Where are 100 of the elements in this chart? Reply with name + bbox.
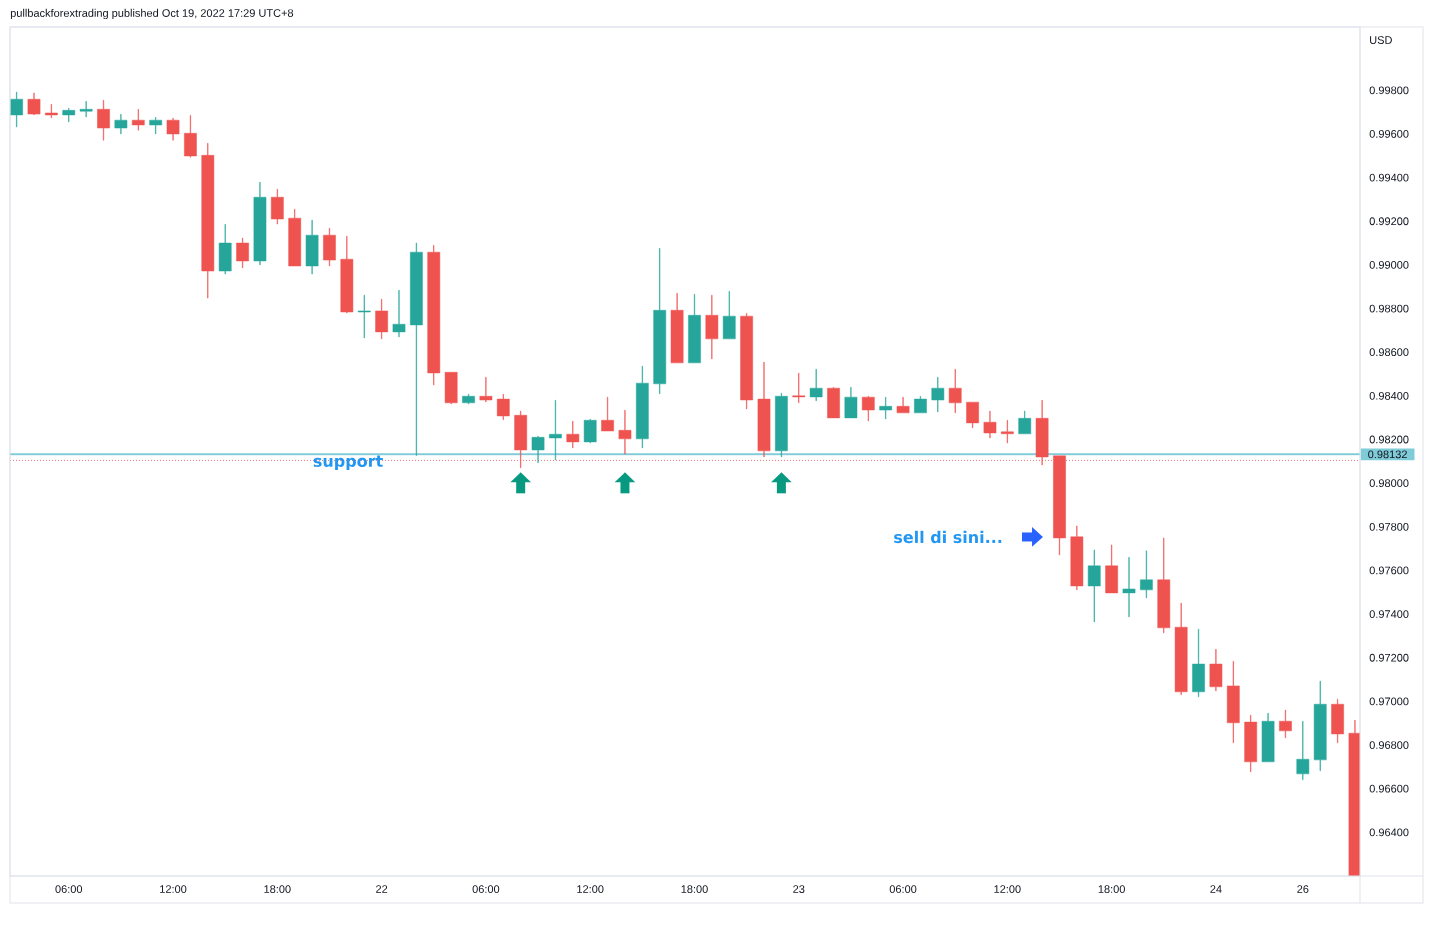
candlestick	[410, 242, 423, 456]
candlestick	[896, 396, 910, 414]
candlestick	[166, 117, 180, 141]
y-tick-label: 0.97400	[1369, 610, 1409, 618]
y-tick-label: 0.98400	[1369, 391, 1409, 400]
candlestick	[149, 117, 162, 135]
x-tick-label: 06:00	[55, 885, 83, 893]
y-tick-label: 0.98800	[1369, 304, 1409, 313]
candlestick	[1140, 550, 1153, 599]
x-tick-label: 18:00	[681, 885, 708, 893]
candlestick	[184, 115, 197, 158]
candlestick	[114, 114, 128, 135]
candlestick	[444, 372, 458, 405]
candlestick	[479, 377, 493, 403]
candlestick	[79, 100, 93, 118]
y-tick-label: 0.99600	[1369, 130, 1409, 138]
candlestick	[1296, 721, 1310, 780]
candlestick	[566, 420, 580, 449]
candlestick	[809, 368, 823, 402]
y-tick-label: 0.98600	[1369, 348, 1409, 357]
candlestick	[827, 387, 840, 419]
text: pullbackforextrading published Oct 19, 2022 17:29 UTC+8	[10, 8, 294, 20]
annotation: sell di sini...	[894, 530, 1002, 544]
candlestick	[236, 237, 249, 269]
x-tick-label: 26	[1297, 885, 1309, 893]
candlestick	[1279, 709, 1292, 739]
candlestick	[601, 396, 614, 432]
x-tick-label: 23	[793, 885, 805, 893]
candlestick	[983, 410, 997, 439]
y-tick-label: 0.99400	[1369, 173, 1409, 182]
candlestick	[966, 401, 979, 429]
candlestick	[131, 109, 145, 131]
candlestick	[549, 399, 562, 461]
candlestick	[670, 293, 684, 364]
y-tick-label: 0.97800	[1369, 522, 1409, 531]
candlestick	[531, 435, 545, 464]
candlestick	[879, 396, 893, 420]
candlestick	[1122, 557, 1136, 618]
candlestick	[1070, 525, 1084, 591]
candlestick	[775, 392, 788, 458]
y-tick-label: 0.96600	[1369, 784, 1409, 793]
y-tick-label: 0.97000	[1369, 697, 1409, 706]
candlestick	[1018, 410, 1032, 435]
candlestick	[1157, 537, 1171, 634]
y-tick-label: 0.98000	[1369, 479, 1409, 488]
candlestick	[1105, 544, 1118, 594]
candlestick	[427, 244, 441, 386]
y-tick-label: 0.97200	[1369, 653, 1409, 662]
x-tick-label: 18:00	[264, 885, 291, 893]
x-tick-label: 12:00	[994, 885, 1021, 893]
candlestick	[496, 394, 510, 421]
candlestick	[1261, 712, 1275, 763]
candlestick	[62, 107, 76, 123]
candlestick	[1192, 628, 1205, 698]
candlestick	[861, 396, 875, 422]
candlestick	[45, 104, 58, 119]
candlestick	[1174, 602, 1188, 696]
candlestick	[653, 248, 667, 395]
y-tick-label: 0.96400	[1369, 828, 1409, 837]
candlestick	[1226, 660, 1240, 744]
candlestick	[722, 291, 736, 340]
candlestick	[1244, 714, 1258, 773]
x-tick-label: 12:00	[577, 885, 604, 893]
candlestick	[97, 100, 110, 141]
y-tick-label: 0.98200	[1369, 435, 1409, 444]
candlestick	[636, 365, 649, 449]
x-tick-label: 12:00	[160, 885, 187, 893]
candlestick	[757, 361, 771, 458]
candlestick	[705, 294, 719, 360]
candlestick	[392, 289, 406, 338]
y-tick-label: 0.97600	[1369, 566, 1409, 575]
candlestick	[462, 394, 475, 405]
candlestick	[948, 368, 962, 414]
candlestick	[740, 313, 753, 410]
candlestick	[271, 188, 284, 225]
candlestick	[1053, 455, 1066, 556]
candlestick	[253, 181, 267, 266]
annotation: support	[313, 455, 383, 471]
candlestick	[218, 224, 232, 275]
y-tick-label: 0.99800	[1369, 86, 1409, 95]
candlestick	[844, 387, 858, 419]
x-tick-label: 18:00	[1098, 885, 1125, 893]
candlestick	[914, 396, 927, 414]
y-tick-label: 0.99000	[1369, 261, 1409, 269]
candlestick	[1331, 698, 1344, 744]
candlestick	[305, 219, 319, 275]
x-tick-label: 06:00	[472, 885, 500, 893]
candlestick	[375, 298, 388, 340]
candlestick	[201, 143, 215, 299]
candlestick	[27, 92, 41, 116]
x-tick-label: 24	[1210, 885, 1222, 893]
candlestick	[931, 377, 945, 413]
y-axis-title: USD	[1370, 36, 1392, 44]
candlestick	[357, 294, 371, 339]
candlestick	[10, 91, 23, 128]
candlestick	[688, 294, 701, 364]
candlestick	[323, 227, 336, 267]
candlestick	[792, 372, 806, 404]
y-tick-label: 0.96800	[1369, 741, 1409, 749]
candlestick	[583, 418, 597, 444]
